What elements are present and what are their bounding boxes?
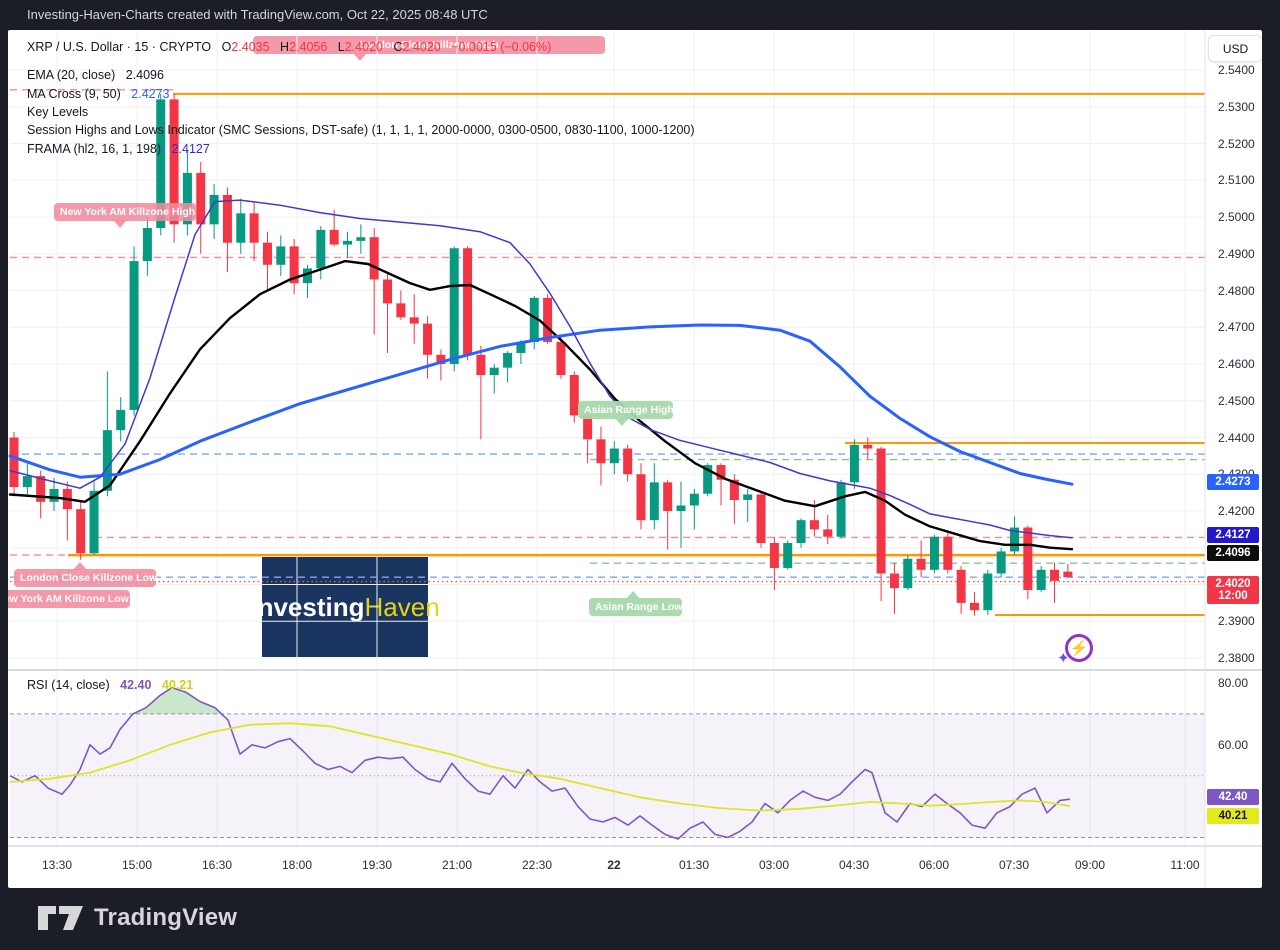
time-tick-label[interactable]: 07:30 (998, 858, 1030, 872)
ohlc-close-value: 2.4020 (402, 40, 441, 54)
legend-key-levels[interactable]: Key Levels (27, 105, 88, 119)
tradingview-mark-icon (38, 906, 83, 930)
label-new-york-am-killzone-high: New York AM Killzone High (54, 203, 196, 228)
ohlc-high-label: H (280, 40, 290, 54)
time-tick-label[interactable]: 03:00 (758, 858, 790, 872)
time-tick-label[interactable]: 09:00 (1074, 858, 1106, 872)
investinghaven-watermark: Investing Haven (250, 557, 440, 657)
label-pointer (113, 220, 127, 228)
price-tick-label[interactable]: 2.4800 (1218, 283, 1255, 298)
sparkle-icon: ✦ (1057, 650, 1070, 667)
label-asian-range-high: Asian Range High (578, 401, 674, 426)
ohlc-close-label: C (393, 40, 403, 54)
price-tick-label[interactable]: 2.4600 (1218, 357, 1255, 371)
time-tick-label[interactable]: 01:30 (678, 858, 710, 872)
label-asian-range-low: Asian Range Low (589, 591, 683, 616)
time-tick-label[interactable]: 04:30 (838, 858, 870, 872)
session-indicator-name: Session Highs and Lows Indicator (SMC Se… (27, 123, 695, 137)
price-badge: 2.4096 (1207, 545, 1259, 561)
lightning-circle-icon: ⚡ (1065, 634, 1093, 662)
top-title-bar: Investing-Haven-Charts created with Trad… (0, 0, 1280, 30)
time-tick-label[interactable]: 15:00 (121, 858, 153, 872)
price-tick-label[interactable]: 2.5100 (1218, 173, 1255, 188)
ohlc-open-label: O (221, 40, 232, 54)
price-badge: 42.40 (1207, 789, 1259, 805)
frama-value: 2.4127 (171, 142, 210, 156)
ma-cross-name: MA Cross (9, 50) (27, 87, 121, 101)
time-tick-label[interactable]: 21:00 (441, 858, 473, 872)
price-tick-label[interactable]: 2.4900 (1218, 246, 1255, 261)
rsi-tick-label[interactable]: 80.00 (1218, 676, 1249, 690)
watermark-part2: Haven (364, 591, 440, 622)
price-tick-label[interactable]: 2.3800 (1218, 651, 1255, 665)
price-tick-label[interactable]: 2.5000 (1218, 210, 1255, 224)
legend-frama[interactable]: FRAMA (hl2, 16, 1, 198) 2.4127 (27, 142, 210, 156)
price-badge: 2.4020 12:00 (1207, 576, 1259, 604)
label-pointer (626, 591, 640, 599)
chart-title-text: Investing-Haven-Charts created with Trad… (27, 7, 488, 22)
time-tick-label[interactable]: 18:00 (281, 858, 313, 872)
legend-rsi[interactable]: RSI (14, close) 42.40 40.21 (27, 678, 193, 692)
ema-name: EMA (20, close) (27, 68, 116, 82)
frama-name: FRAMA (hl2, 16, 1, 198) (27, 142, 162, 156)
price-tick-label[interactable]: 2.5300 (1218, 99, 1255, 114)
label-new-york-am-killzone-low: New York AM Killzone Low (8, 590, 130, 608)
symbol-title: XRP / U.S. Dollar · 15 · CRYPTO (27, 40, 212, 54)
boost-icon: ⚡ ✦ (1057, 631, 1097, 671)
price-tick-label[interactable]: 2.4200 (1218, 504, 1255, 518)
bottom-brand-bar: TradingView (0, 888, 1280, 950)
legend-symbol-row[interactable]: XRP / U.S. Dollar · 15 · CRYPTO O2.4035 … (27, 40, 551, 54)
time-tick-label[interactable]: 22 (607, 858, 621, 872)
ohlc-open-value: 2.4035 (231, 40, 270, 54)
price-tick-label[interactable]: 2.4400 (1218, 430, 1255, 445)
tradingview-logo[interactable]: TradingView (38, 903, 237, 933)
price-tick-label[interactable]: 2.5400 (1218, 63, 1255, 77)
time-tick-label[interactable]: 13:30 (41, 858, 73, 872)
ema-value: 2.4096 (125, 68, 164, 82)
rsi-value: 42.40 (120, 678, 152, 692)
label-pointer (73, 562, 87, 570)
rsi-signal-value: 40.21 (161, 678, 194, 692)
tradingview-logo-text: TradingView (94, 904, 238, 931)
rsi-name: RSI (14, close) (27, 678, 110, 692)
ohlc-low-label: L (337, 40, 345, 54)
price-tick-label[interactable]: 2.4500 (1218, 393, 1255, 408)
legend-ma-cross[interactable]: MA Cross (9, 50) 2.4273 (27, 87, 170, 101)
time-tick-label[interactable]: 22:30 (521, 858, 553, 872)
ohlc-high-value: 2.4056 (289, 40, 328, 54)
time-tick-label[interactable]: 16:30 (201, 858, 233, 872)
key-levels-name: Key Levels (27, 105, 89, 119)
label-pointer (615, 418, 629, 426)
price-badge: 2.4273 (1207, 474, 1259, 490)
label-london-close-killzone-high: London Close Killzone High (253, 36, 605, 61)
ohlc-low-value: 2.4020 (344, 40, 383, 54)
price-tick-label[interactable]: 2.4700 (1218, 320, 1255, 335)
chart-panel[interactable]: Investing Haven XRP / U.S. Dollar · 15 · … (8, 30, 1262, 888)
price-tick-label[interactable]: 2.5200 (1218, 136, 1255, 151)
label-london-close-killzone-low: London Close Killzone Low (14, 562, 157, 587)
label-pointer (353, 53, 367, 61)
legend-ema[interactable]: EMA (20, close) 2.4096 (27, 68, 164, 82)
time-tick-label[interactable]: 11:00 (1170, 858, 1200, 872)
time-tick-label[interactable]: 06:00 (918, 858, 950, 872)
watermark-part1: Investing (250, 591, 365, 622)
price-badge: 40.21 (1207, 808, 1259, 824)
price-badge: 2.4127 (1207, 527, 1259, 543)
time-tick-label[interactable]: 19:30 (361, 858, 393, 872)
legend-session-indicator[interactable]: Session Highs and Lows Indicator (SMC Se… (27, 123, 695, 137)
currency-usd-button[interactable]: USD (1208, 35, 1262, 62)
ma-cross-value: 2.4273 (131, 87, 170, 101)
rsi-tick-label[interactable]: 60.00 (1218, 737, 1249, 752)
countdown-timer: 12:00 (1218, 590, 1248, 602)
price-tick-label[interactable]: 2.3900 (1218, 614, 1255, 629)
change-value: −0.0015 (−0.06%) (451, 40, 552, 54)
